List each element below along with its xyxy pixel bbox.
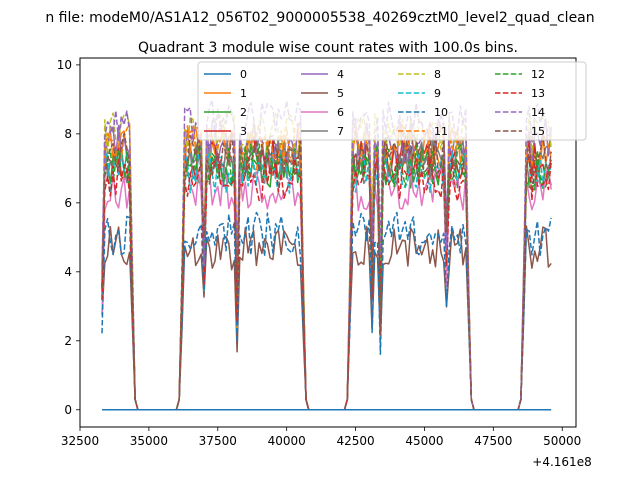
legend-label-1: 1: [240, 87, 247, 100]
legend-label-14: 14: [531, 106, 545, 119]
y-tick-label: 0: [64, 403, 72, 417]
x-tick-label: 42500: [336, 434, 374, 448]
x-tick-label: 35000: [130, 434, 168, 448]
y-tick-label: 8: [64, 127, 72, 141]
legend-label-9: 9: [434, 87, 441, 100]
x-offset-label: +4.161e8: [532, 455, 591, 469]
y-tick-label: 6: [64, 196, 72, 210]
x-tick-label: 47500: [474, 434, 512, 448]
series-layer: [101, 99, 552, 411]
legend-label-3: 3: [240, 125, 247, 138]
x-tick-label: 45000: [405, 434, 443, 448]
legend-label-4: 4: [337, 68, 344, 81]
legend-label-13: 13: [531, 87, 545, 100]
legend-label-6: 6: [337, 106, 344, 119]
x-tick-label: 32500: [61, 434, 99, 448]
axes-layer: 32500 35000 37500 40000 42500 45000 47500 50000…: [57, 58, 582, 448]
x-tick-label: 40000: [268, 434, 306, 448]
legend-label-10: 10: [434, 106, 448, 119]
legend-box: [197, 61, 587, 141]
y-tick-label: 10: [57, 58, 72, 72]
legend-label-8: 8: [434, 68, 441, 81]
legend-label-5: 5: [337, 87, 344, 100]
y-tick-label: 4: [64, 265, 72, 279]
x-tick-label: 37500: [199, 434, 237, 448]
legend-label-12: 12: [531, 68, 545, 81]
y-tick-label: 2: [64, 334, 72, 348]
legend-label-11: 11: [434, 125, 448, 138]
legend-label-2: 2: [240, 106, 247, 119]
legend-label-0: 0: [240, 68, 247, 81]
legend-label-15: 15: [531, 125, 545, 138]
chart-title: Quadrant 3 module wise count rates with …: [138, 40, 518, 56]
legend-label-7: 7: [337, 125, 344, 138]
plot-frame: [79, 57, 577, 428]
x-tick-label: 50000: [543, 434, 581, 448]
chart-suptitle: n file: modeM0/AS1A12_056T02_9000005538_…: [45, 10, 594, 26]
